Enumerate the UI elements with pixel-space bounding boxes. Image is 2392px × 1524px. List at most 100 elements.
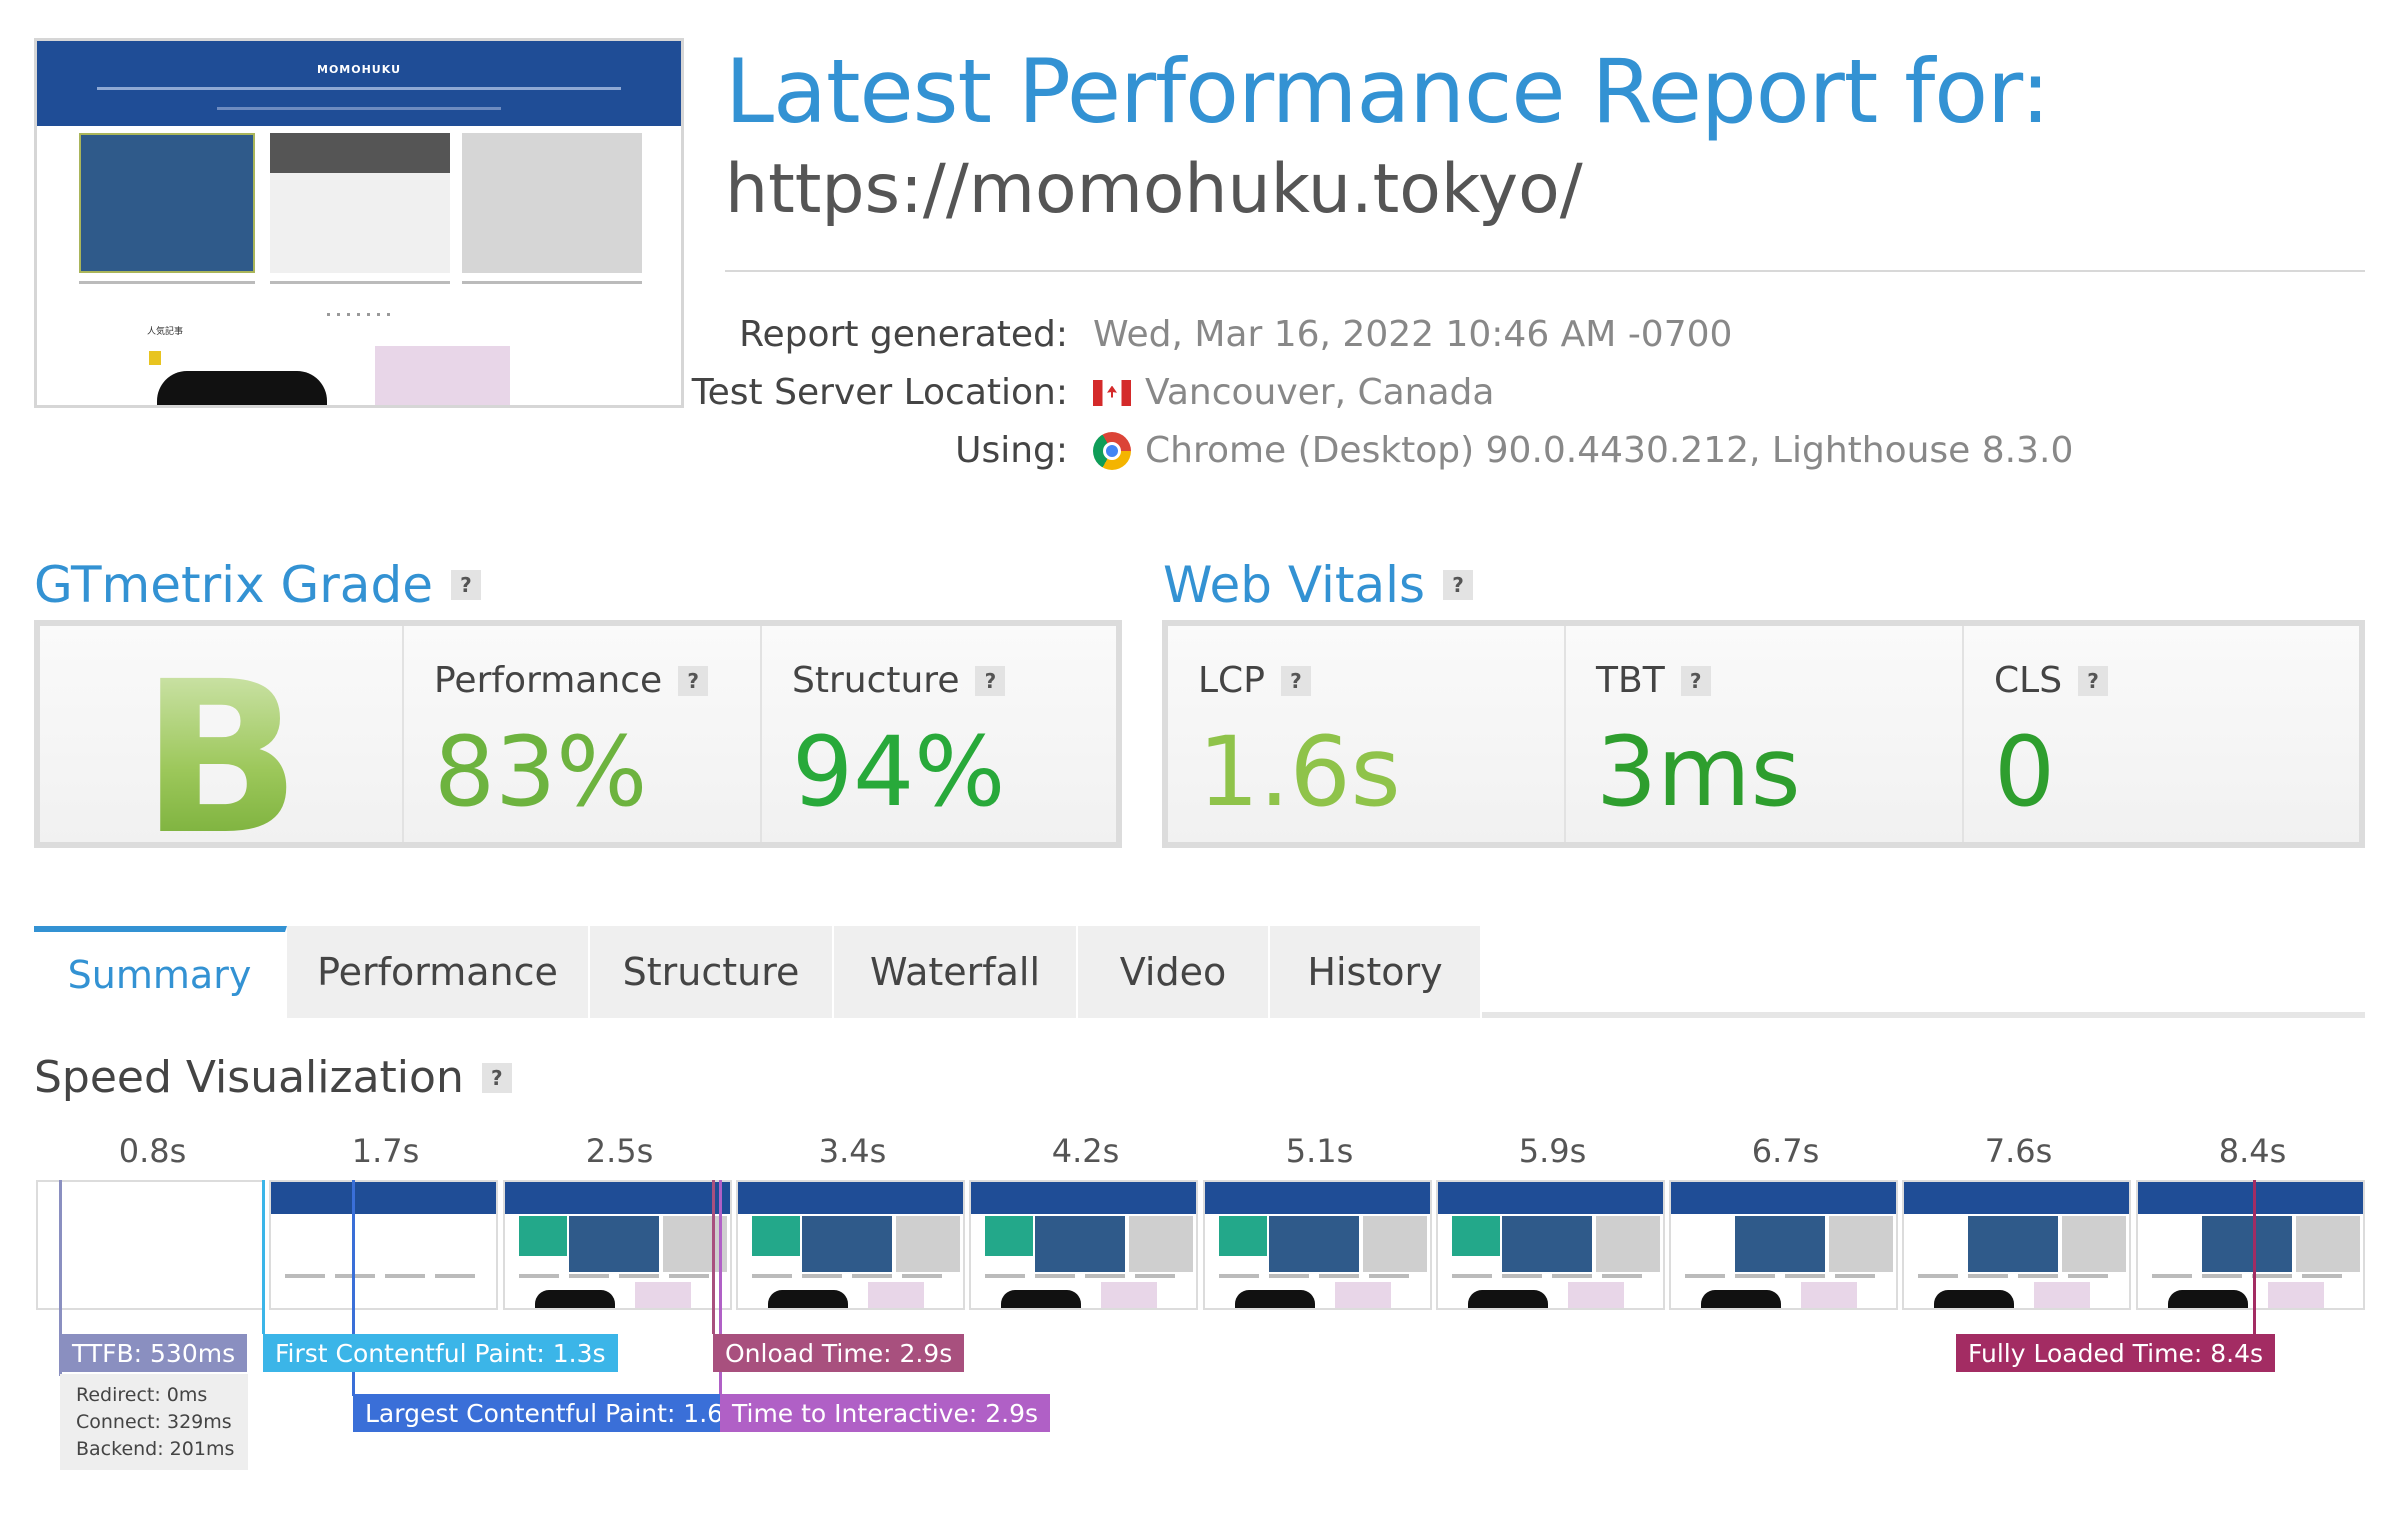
frame-header-bar (1438, 1182, 1663, 1214)
onload-marker-label: Onload Time: 2.9s (713, 1334, 965, 1372)
frame-header-bar (2138, 1182, 2363, 1214)
tab-waterfall[interactable]: Waterfall (834, 926, 1078, 1018)
redirect-time: Redirect: 0ms (76, 1384, 208, 1406)
thumb-logo-block (157, 371, 327, 405)
help-icon[interactable]: ? (2078, 665, 2109, 696)
using-label: Using: (955, 430, 1068, 471)
frame-text-line (752, 1274, 952, 1278)
frame-banner-block (1335, 1282, 1391, 1308)
grade-cell: B (40, 626, 404, 881)
fcp-marker-line (262, 1180, 265, 1334)
frame-header-bar (1205, 1182, 1430, 1214)
tab-performance[interactable]: Performance (287, 926, 590, 1018)
structure-score-label-row: Structure ? (792, 660, 1006, 701)
filmstrip-frame[interactable] (1436, 1180, 1665, 1310)
speed-visualization-title: Speed Visualization (34, 1052, 464, 1103)
filmstrip-frame[interactable] (1203, 1180, 1432, 1310)
grade-letter: B (40, 636, 402, 881)
gtmetrix-grade-heading: GTmetrix Grade ? (34, 556, 481, 614)
frame-article-image (569, 1216, 659, 1272)
tti-marker-line (719, 1180, 722, 1396)
tab-structure[interactable]: Structure (590, 926, 834, 1018)
frame-article-image (2296, 1216, 2360, 1272)
tti-marker-label: Time to Interactive: 2.9s (720, 1394, 1050, 1432)
performance-score-label: Performance (434, 660, 663, 701)
frame-article-image (802, 1216, 892, 1272)
help-icon[interactable]: ? (1680, 665, 1711, 696)
thumb-subtitle-line (97, 87, 621, 90)
filmstrip-frame[interactable] (2136, 1180, 2365, 1310)
help-icon[interactable]: ? (1443, 570, 1474, 600)
location-value: Vancouver, Canada (1093, 372, 1494, 413)
thumb-text-line (79, 281, 255, 284)
frame-article-image (1269, 1216, 1359, 1272)
thumb-article-image (270, 133, 450, 173)
cls-value: 0 (1994, 716, 2056, 828)
help-icon[interactable]: ? (450, 570, 481, 600)
frame-banner-block (2034, 1282, 2090, 1308)
frame-logo-block (1235, 1290, 1315, 1308)
ttfb-breakdown: Redirect: 0ms Connect: 329ms Backend: 20… (60, 1374, 248, 1470)
filmstrip-time-label: 2.5s (585, 1132, 654, 1170)
filmstrip-time-label: 7.6s (1984, 1132, 2053, 1170)
filmstrip-frame[interactable] (503, 1180, 732, 1310)
filmstrip-frame[interactable] (36, 1180, 265, 1310)
filmstrip-frame[interactable] (1669, 1180, 1898, 1310)
frame-logo-block (535, 1290, 615, 1308)
location-text: Vancouver, Canada (1145, 372, 1495, 413)
thumb-article-image (79, 133, 255, 273)
frame-banner-block (1568, 1282, 1624, 1308)
web-vitals-heading: Web Vitals ? (1163, 556, 1474, 614)
backend-time: Backend: 201ms (76, 1438, 235, 1460)
fully-loaded-marker-line (2253, 1180, 2256, 1334)
help-icon[interactable]: ? (1280, 665, 1311, 696)
tbt-label-row: TBT ? (1596, 660, 1711, 701)
help-icon[interactable]: ? (481, 1062, 512, 1093)
ttfb-marker-line (59, 1180, 62, 1376)
frame-article-image (1829, 1216, 1893, 1272)
lcp-marker-label: Largest Contentful Paint: 1.6s (353, 1394, 749, 1432)
tab-history[interactable]: History (1270, 926, 1482, 1018)
tab-video[interactable]: Video (1078, 926, 1270, 1018)
onload-marker-line (712, 1180, 715, 1334)
frame-text-line (519, 1274, 719, 1278)
filmstrip-frame[interactable] (969, 1180, 1198, 1310)
frame-header-bar (971, 1182, 1196, 1214)
gtmetrix-grade-title: GTmetrix Grade (34, 556, 433, 614)
filmstrip-frame[interactable] (1902, 1180, 2131, 1310)
structure-score-value: 94% (792, 716, 1006, 828)
frame-header-bar (505, 1182, 730, 1214)
report-url[interactable]: https://momohuku.tokyo/ (725, 150, 1583, 229)
performance-score-value: 83% (434, 716, 648, 828)
frame-article-image (1129, 1216, 1193, 1272)
tbt-cell: TBT ? 3ms (1566, 626, 1964, 842)
frame-hero-block (519, 1216, 567, 1256)
filmstrip-time-label: 4.2s (1051, 1132, 1120, 1170)
help-icon[interactable]: ? (975, 665, 1006, 696)
ttfb-marker-label: TTFB: 530ms (60, 1334, 248, 1372)
lcp-marker-line (352, 1180, 355, 1396)
tab-summary[interactable]: Summary (34, 926, 287, 1018)
thumb-decoration (149, 351, 161, 365)
thumb-nav-line (217, 107, 501, 110)
thumb-article-image (462, 133, 642, 273)
cls-label: CLS (1994, 660, 2063, 701)
frame-logo-block (1701, 1290, 1781, 1308)
filmstrip-frame[interactable] (736, 1180, 965, 1310)
frame-banner-block (635, 1282, 691, 1308)
report-title: Latest Performance Report for: (725, 40, 2050, 143)
performance-score-label-row: Performance ? (434, 660, 709, 701)
thumb-section-label: 人気記事 (147, 327, 184, 337)
frame-banner-block (1801, 1282, 1857, 1308)
report-generated-label: Report generated: (739, 314, 1068, 355)
frame-logo-block (1468, 1290, 1548, 1308)
frame-header-bar (1671, 1182, 1896, 1214)
frame-banner-block (1101, 1282, 1157, 1308)
frame-article-image (1968, 1216, 2058, 1272)
help-icon[interactable]: ? (678, 665, 709, 696)
frame-hero-block (752, 1216, 800, 1256)
thumb-text-line (462, 281, 642, 284)
filmstrip-frame[interactable] (269, 1180, 498, 1310)
chrome-icon (1093, 431, 1131, 470)
frame-article-image (1596, 1216, 1660, 1272)
